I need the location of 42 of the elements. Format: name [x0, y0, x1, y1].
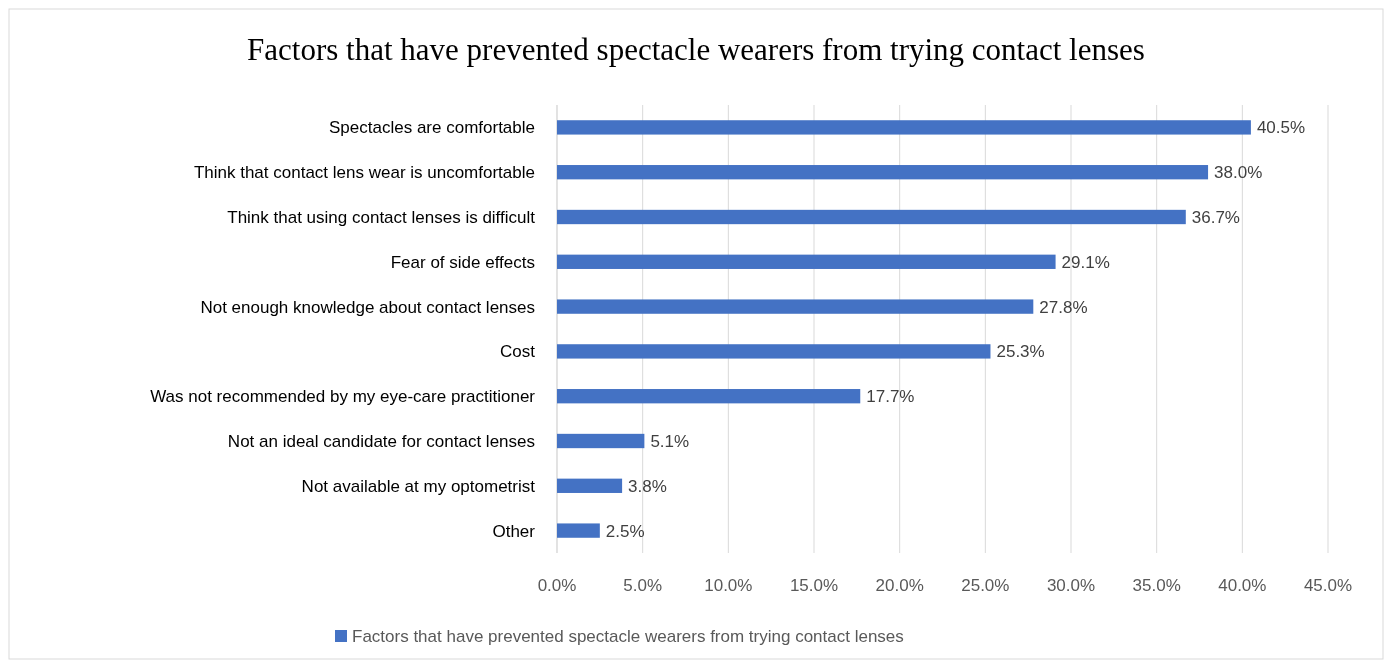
bar	[557, 344, 991, 359]
y-tick-label: Not enough knowledge about contact lenses	[200, 297, 535, 317]
bar	[557, 433, 645, 449]
bar	[557, 165, 1209, 180]
data-label: 38.0%	[1214, 163, 1263, 183]
y-tick-label: Spectacles are comfortable	[329, 118, 535, 138]
x-tick-label: 5.0%	[623, 576, 663, 595]
y-tick-label: Think that using contact lenses is difficult	[227, 207, 536, 227]
y-tick-label: Not available at my optometrist	[301, 476, 536, 496]
data-label: 27.8%	[1039, 297, 1088, 317]
x-tick-label: 35.0%	[1132, 576, 1181, 595]
bar	[557, 389, 861, 404]
x-tick-label: 20.0%	[875, 576, 924, 595]
x-tick-label: 10.0%	[704, 576, 753, 595]
x-tick-label: 30.0%	[1046, 576, 1096, 595]
x-tick-label: 0.0%	[537, 576, 577, 595]
x-tick-label: 45.0%	[1303, 576, 1353, 595]
y-tick-label: Other	[492, 521, 536, 541]
y-tick-label: Not an ideal candidate for contact lenses	[227, 431, 535, 451]
bar	[557, 478, 623, 493]
bar	[557, 120, 1251, 135]
y-tick-label: Cost	[500, 342, 536, 362]
data-label: 3.8%	[628, 476, 667, 496]
x-tick-label: 40.0%	[1218, 576, 1267, 595]
data-label: 40.5%	[1256, 118, 1306, 138]
bar	[557, 299, 1034, 314]
x-tick-label: 15.0%	[789, 576, 839, 595]
bar	[557, 523, 600, 538]
x-tick-label: 25.0%	[961, 576, 1010, 595]
bar	[557, 254, 1056, 269]
data-label: 17.7%	[866, 387, 915, 407]
data-label: 2.5%	[605, 521, 645, 541]
bar	[557, 209, 1186, 225]
data-label: 36.7%	[1191, 207, 1240, 227]
y-tick-label: Think that contact lens wear is uncomfortable	[193, 163, 535, 183]
chart-title: Factors that have prevented spectacle wearers from trying contact lenses	[247, 32, 1145, 67]
data-label: 5.1%	[650, 431, 690, 451]
legend-label: Factors that have prevented spectacle wearers from trying contact lenses	[352, 626, 904, 646]
data-label: 29.1%	[1061, 252, 1110, 272]
y-tick-label: Fear of side effects	[390, 252, 535, 272]
data-label: 25.3%	[996, 342, 1045, 362]
y-tick-label: Was not recommended by my eye-care practitioner	[150, 387, 536, 407]
